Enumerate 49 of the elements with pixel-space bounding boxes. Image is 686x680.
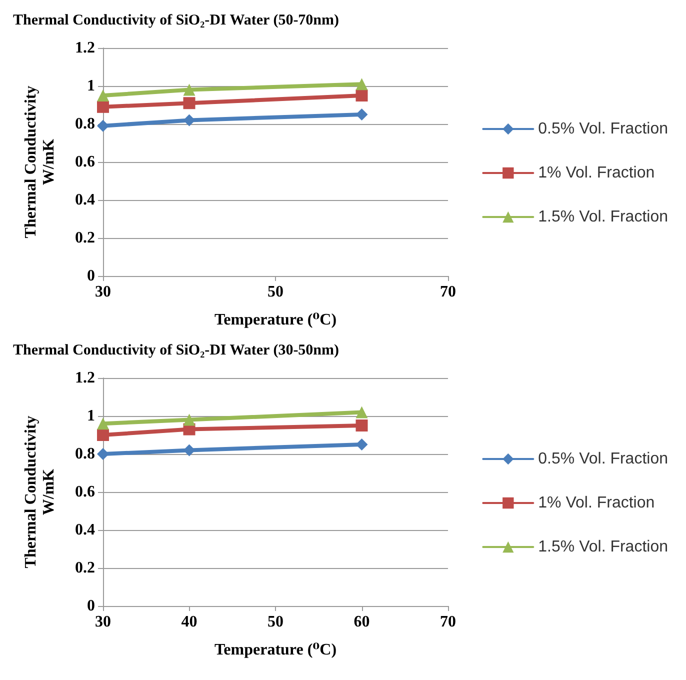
legend-label: 1.5% Vol. Fraction bbox=[538, 538, 668, 556]
point bbox=[183, 414, 196, 426]
point bbox=[356, 90, 368, 102]
y-tick-label: 0.4 bbox=[75, 192, 95, 208]
x-axis-title: Temperature (⁰C) bbox=[214, 642, 337, 658]
y-tick-label: 0.8 bbox=[75, 116, 95, 132]
point bbox=[356, 420, 368, 432]
y-tick-label: 0.4 bbox=[75, 522, 95, 538]
legend-label: 1% Vol. Fraction bbox=[538, 164, 655, 182]
point bbox=[356, 406, 368, 418]
y-tick-label: 1 bbox=[87, 408, 95, 424]
y-axis-title: Thermal Conductivity W/mK bbox=[22, 416, 58, 568]
point bbox=[97, 120, 109, 132]
y-tick-label: 0.8 bbox=[75, 446, 95, 462]
point bbox=[183, 84, 196, 96]
point bbox=[356, 438, 368, 450]
point bbox=[97, 90, 109, 102]
x-tick-label: 50 bbox=[268, 614, 284, 630]
x-tick-label: 70 bbox=[440, 614, 456, 630]
y-tick-label: 1.2 bbox=[75, 370, 95, 386]
y-tick-label: 0.6 bbox=[75, 154, 95, 170]
y-tick-label: 0.2 bbox=[75, 560, 95, 576]
x-tick-label: 40 bbox=[181, 614, 198, 630]
y-tick-label: 0.2 bbox=[75, 230, 95, 246]
y-tick-label: 0 bbox=[87, 268, 95, 284]
x-tick-label: 30 bbox=[95, 614, 111, 630]
chart-title: Thermal Conductivity of SiO₂-DI Water (30-50nm) bbox=[13, 342, 340, 358]
x-tick-label: 30 bbox=[95, 284, 111, 300]
legend-label: 0.5% Vol. Fraction bbox=[538, 450, 668, 468]
x-axis-title: Temperature (⁰C) bbox=[214, 312, 337, 328]
x-tick-label: 70 bbox=[440, 284, 456, 300]
legend-label: 0.5% Vol. Fraction bbox=[538, 120, 668, 138]
point bbox=[97, 418, 109, 430]
point bbox=[97, 448, 109, 460]
point bbox=[356, 108, 368, 120]
point bbox=[97, 100, 109, 113]
x-tick-label: 50 bbox=[268, 284, 284, 300]
point bbox=[356, 78, 368, 90]
y-tick-label: 1 bbox=[87, 78, 95, 94]
y-tick-label: 0 bbox=[87, 598, 95, 614]
x-tick-label: 60 bbox=[354, 614, 370, 630]
y-tick-label: 0.6 bbox=[75, 484, 95, 500]
chart-title: Thermal Conductivity of SiO₂-DI Water (50-70nm) bbox=[13, 12, 340, 28]
legend-label: 1% Vol. Fraction bbox=[538, 494, 655, 512]
y-tick-label: 1.2 bbox=[75, 40, 95, 56]
legend-label: 1.5% Vol. Fraction bbox=[538, 208, 668, 226]
point bbox=[97, 429, 109, 441]
point bbox=[183, 97, 196, 110]
y-axis-title: Thermal Conductivity W/mK bbox=[22, 86, 58, 238]
